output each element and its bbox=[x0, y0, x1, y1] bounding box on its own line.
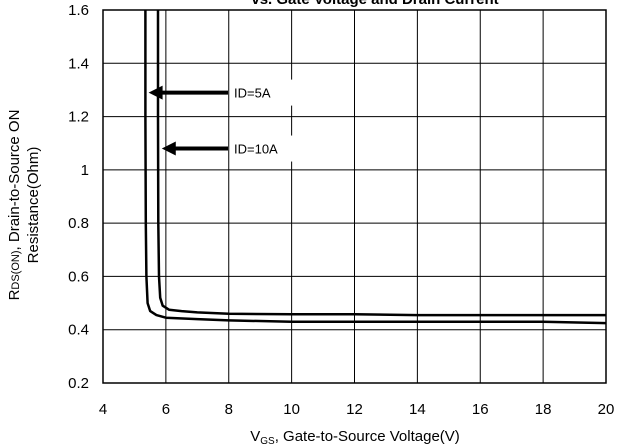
y-axis-label-line2: Resistance(Ohm) bbox=[25, 147, 42, 264]
chart-title: vs. Gate Voltage and Drain Current bbox=[251, 0, 498, 8]
tick-labels: 4 6 8 10 12 14 16 18 20 0.2 0.4 0.6 0.8 1 1.2 1.4 1.6 bbox=[68, 2, 614, 418]
svg-text:RDS(ON), Drain-to-Source ON: RDS(ON), Drain-to-Source ON bbox=[6, 110, 23, 301]
x-tick-label: 18 bbox=[535, 401, 552, 418]
annotation-label: ID=5A bbox=[234, 86, 271, 101]
annotation-label-bg bbox=[230, 79, 308, 106]
y-tick-label: 1 bbox=[81, 162, 89, 179]
grid bbox=[102, 9, 607, 384]
x-axis-label-rest: , Gate-to-Source Voltage(V) bbox=[275, 428, 460, 445]
x-tick-label: 12 bbox=[346, 401, 363, 418]
y-axis-label-main: R bbox=[6, 289, 23, 300]
x-tick-label: 4 bbox=[99, 401, 107, 418]
x-tick-label: 20 bbox=[598, 401, 615, 418]
x-tick-label: 14 bbox=[409, 401, 426, 418]
annotation-arrow-head bbox=[161, 141, 176, 156]
x-tick-label: 8 bbox=[225, 401, 233, 418]
x-tick-label: 16 bbox=[472, 401, 489, 418]
x-tick-label: 6 bbox=[162, 401, 170, 418]
y-tick-label: 0.8 bbox=[68, 215, 89, 232]
x-axis-label-sub: GS bbox=[260, 436, 275, 447]
series-layer bbox=[144, 10, 607, 325]
y-tick-label: 0.6 bbox=[68, 268, 89, 285]
y-axis-label-sub: DS(ON) bbox=[10, 250, 22, 289]
x-axis-label: VGS, Gate-to-Source Voltage(V) bbox=[250, 428, 460, 447]
y-tick-label: 0.4 bbox=[68, 322, 89, 339]
y-axis-label-rest: , Drain-to-Source ON bbox=[6, 110, 23, 251]
annotations: ID=5A ID=10A bbox=[148, 79, 308, 162]
y-tick-label: 0.2 bbox=[68, 375, 89, 392]
series-line-1 bbox=[144, 10, 607, 325]
y-tick-label: 1.6 bbox=[68, 2, 89, 19]
plot-frame bbox=[102, 9, 607, 384]
y-tick-label: 1.4 bbox=[68, 55, 89, 72]
annotation-label: ID=10A bbox=[234, 142, 278, 157]
y-axis-label: RDS(ON), Drain-to-Source ON Resistance(O… bbox=[6, 110, 42, 301]
annotation-label-bg bbox=[230, 135, 308, 162]
x-axis-label-main: V bbox=[250, 428, 260, 445]
y-tick-label: 1.2 bbox=[68, 109, 89, 126]
annotation-arrow-head bbox=[148, 85, 163, 100]
x-tick-label: 10 bbox=[283, 401, 300, 418]
series-line-2 bbox=[156, 10, 606, 317]
